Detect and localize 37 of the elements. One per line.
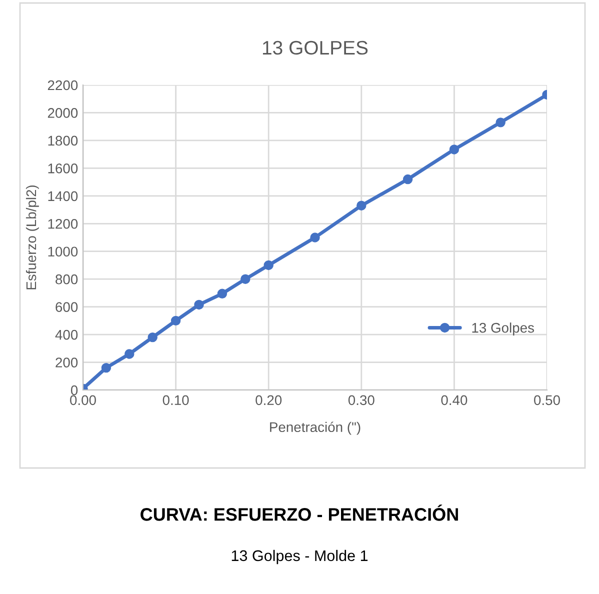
y-tick-label: 400	[55, 330, 78, 340]
point	[449, 144, 460, 154]
chart-title: 13 GOLPES	[262, 40, 368, 55]
y-tick-label: 1600	[48, 164, 78, 174]
y-tick-label: 2000	[48, 108, 78, 118]
text: CURVA: ESFUERZO - PENETRACIÓN	[140, 504, 458, 521]
point	[402, 174, 413, 184]
x-tick-label: 0.30	[348, 395, 374, 406]
point	[124, 349, 134, 359]
text: 13 Golpes - Molde 1	[232, 550, 368, 564]
point	[101, 362, 112, 373]
x-axis-title: Penetración (")	[270, 422, 360, 435]
y-axis-title: Esfuerzo (Lb/pl2)	[26, 185, 39, 290]
y-tick-label: 800	[56, 274, 78, 284]
y-tick-label: 1200	[48, 218, 78, 229]
point	[148, 332, 158, 342]
x-tick-label: 0.40	[441, 395, 468, 406]
y-tick-label: 600	[56, 302, 78, 312]
y-tick-label: 1000	[48, 246, 78, 257]
legend-label: 13 Golpes	[472, 322, 534, 336]
point	[310, 232, 320, 242]
x-tick-label: 0.50	[534, 395, 560, 406]
x-tick-label: 0.00	[70, 395, 96, 406]
point	[170, 316, 181, 326]
point	[194, 300, 204, 310]
point	[240, 274, 250, 284]
point	[496, 118, 506, 128]
y-tick-label: 2200	[48, 80, 78, 90]
y-tick-label: 0	[70, 385, 78, 396]
y-tick-label: 1800	[48, 136, 78, 146]
x-tick-label: 0.20	[256, 395, 282, 406]
point	[264, 260, 274, 270]
y-tick-label: 200	[56, 358, 78, 368]
point	[356, 200, 366, 210]
y-tick-label: 1400	[48, 191, 78, 202]
x-tick-label: 0.10	[162, 395, 189, 406]
point	[217, 288, 228, 299]
